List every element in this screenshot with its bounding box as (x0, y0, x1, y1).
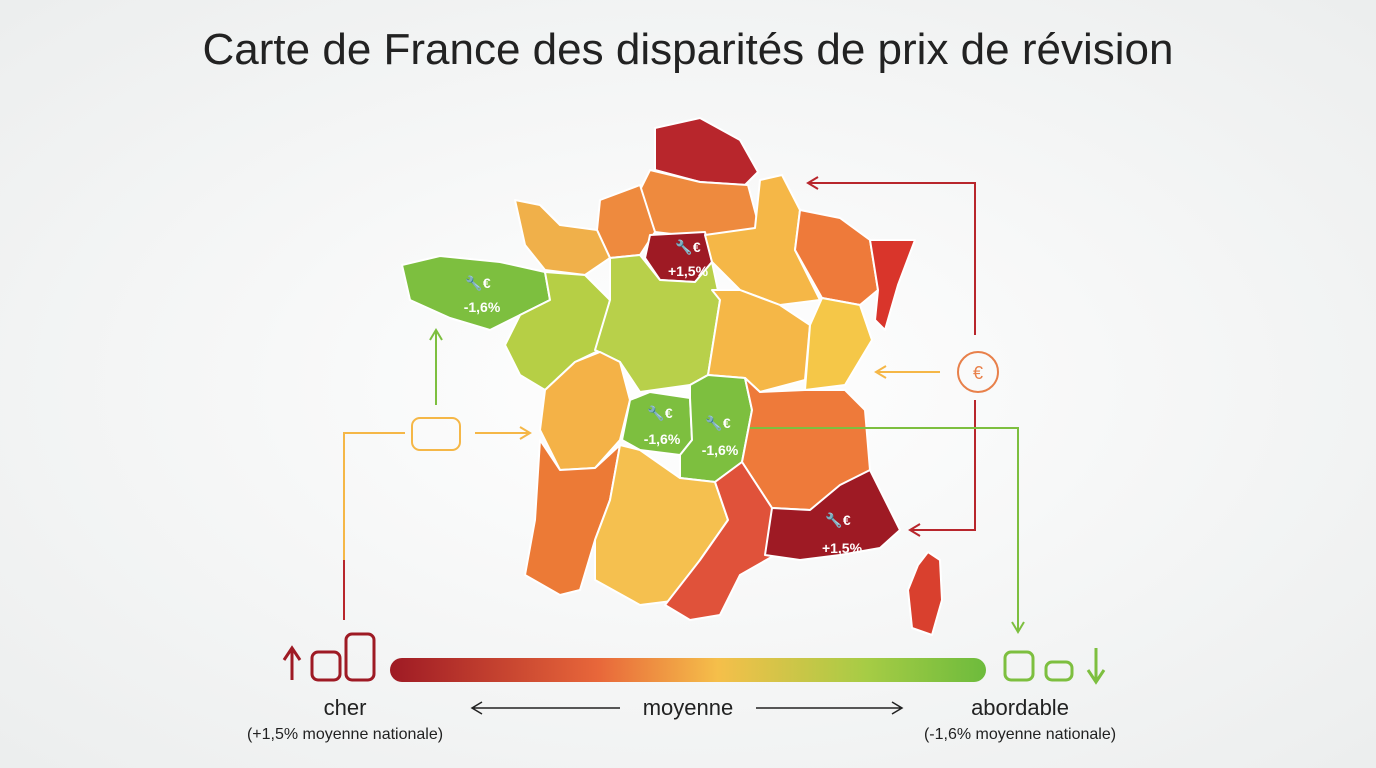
badge-icon: 🔧€ (465, 274, 490, 292)
gear-icon (957, 351, 999, 393)
badge-icon: 🔧€ (675, 238, 700, 256)
arrow (908, 400, 976, 537)
legend-high: cher (324, 695, 367, 720)
arrow (429, 328, 443, 405)
region (869, 239, 916, 331)
arrow (475, 426, 532, 440)
car-icon (411, 417, 461, 451)
arrow (874, 365, 940, 379)
region (764, 469, 901, 561)
legend: cher (+1,5% moyenne nationale) moyenne a… (247, 632, 1116, 743)
line (343, 432, 405, 620)
badge-label: -1,6% (644, 431, 681, 447)
badges: 🔧€ +1,5% 🔧€ -1,6% 🔧€ -1,6% 🔧€ -1,6% 🔧€ +… (464, 238, 863, 556)
badge-label: +1,5% (822, 540, 863, 556)
up-arrow (282, 645, 302, 680)
legend-low-note: (-1,6% moyenne nationale) (924, 726, 1116, 743)
badge-label: -1,6% (464, 299, 501, 315)
connectors: € (343, 176, 1025, 634)
color-scale (390, 658, 986, 682)
badge-icon: 🔧€ (825, 511, 850, 529)
region (794, 209, 879, 306)
badge-label: +1,5% (668, 263, 709, 279)
badge-icon: 🔧€ (705, 414, 730, 432)
down-arrow (1086, 648, 1106, 685)
region (707, 289, 811, 393)
region (664, 461, 776, 621)
legend-high-note: (+1,5% moyenne nationale) (247, 726, 443, 743)
arrow (806, 176, 976, 335)
legend-mid: moyenne (643, 695, 734, 720)
legend-low: abordable (971, 695, 1069, 720)
region (907, 551, 943, 636)
euro-icon: € (973, 363, 983, 383)
coins-icon (310, 632, 376, 682)
badge-label: -1,6% (702, 442, 739, 458)
region (804, 297, 873, 391)
france-map (401, 117, 943, 636)
scale-arrows (470, 701, 904, 715)
title: Carte de France des disparités de prix d… (203, 25, 1174, 74)
badge-icon: 🔧€ (647, 404, 672, 422)
arrow (750, 427, 1025, 634)
coins-icon (1003, 650, 1074, 682)
